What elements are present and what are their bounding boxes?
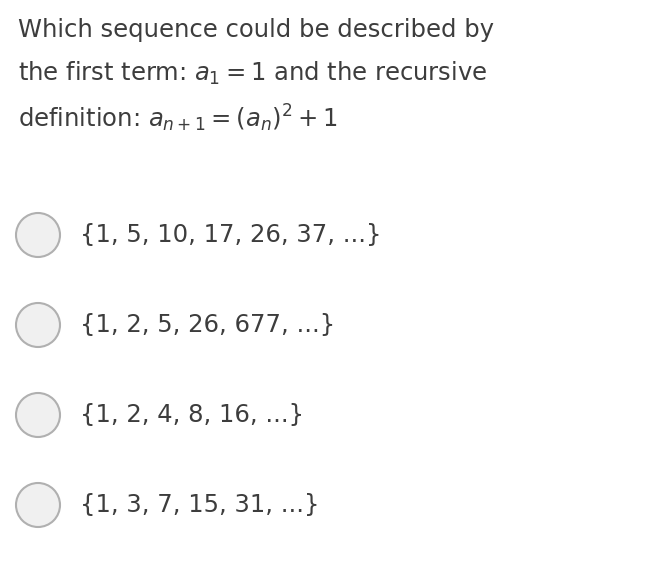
Text: {1, 3, 7, 15, 31, ...}: {1, 3, 7, 15, 31, ...} [80, 493, 319, 517]
Text: the first term: $a_1 = 1$ and the recursive: the first term: $a_1 = 1$ and the recurs… [18, 60, 487, 87]
Text: Which sequence could be described by: Which sequence could be described by [18, 18, 494, 42]
Circle shape [16, 483, 60, 527]
Circle shape [16, 393, 60, 437]
Text: definition: $a_{n+1} = (a_n)^2 + 1$: definition: $a_{n+1} = (a_n)^2 + 1$ [18, 103, 338, 135]
Text: {1, 2, 5, 26, 677, ...}: {1, 2, 5, 26, 677, ...} [80, 313, 335, 337]
Text: {1, 5, 10, 17, 26, 37, ...}: {1, 5, 10, 17, 26, 37, ...} [80, 223, 381, 247]
Text: {1, 2, 4, 8, 16, ...}: {1, 2, 4, 8, 16, ...} [80, 403, 304, 427]
Circle shape [16, 213, 60, 257]
Circle shape [16, 303, 60, 347]
